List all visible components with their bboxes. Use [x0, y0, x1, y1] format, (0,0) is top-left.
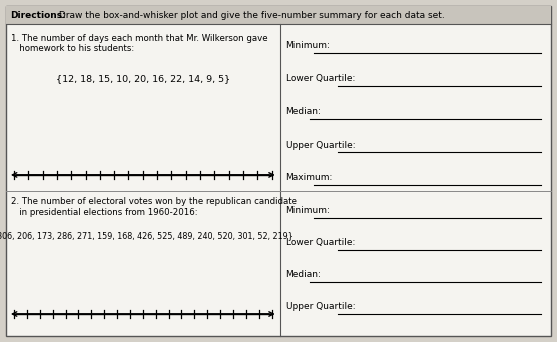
Text: 2. The number of electoral votes won by the republican candidate: 2. The number of electoral votes won by … — [11, 197, 297, 206]
Text: in presidential elections from 1960-2016:: in presidential elections from 1960-2016… — [11, 208, 198, 217]
Text: {12, 18, 15, 10, 20, 16, 22, 14, 9, 5}: {12, 18, 15, 10, 20, 16, 22, 14, 9, 5} — [56, 75, 230, 83]
Text: Maximum:: Maximum: — [286, 173, 333, 183]
Text: Upper Quartile:: Upper Quartile: — [286, 302, 355, 312]
Text: Median:: Median: — [286, 107, 321, 117]
Text: Upper Quartile:: Upper Quartile: — [286, 141, 355, 149]
Text: Lower Quartile:: Lower Quartile: — [286, 238, 355, 247]
Text: homework to his students:: homework to his students: — [11, 44, 134, 53]
Text: Minimum:: Minimum: — [286, 207, 330, 215]
Text: 1. The number of days each month that Mr. Wilkerson gave: 1. The number of days each month that Mr… — [11, 34, 267, 43]
Text: Minimum:: Minimum: — [286, 41, 330, 51]
Bar — [6, 6, 551, 24]
Text: {306, 206, 173, 286, 271, 159, 168, 426, 525, 489, 240, 520, 301, 52, 219}: {306, 206, 173, 286, 271, 159, 168, 426,… — [0, 232, 293, 240]
Text: Draw the box-and-whisker plot and give the five-number summary for each data set: Draw the box-and-whisker plot and give t… — [56, 11, 444, 19]
Text: Median:: Median: — [286, 271, 321, 279]
Text: Directions:: Directions: — [10, 11, 66, 19]
Text: Lower Quartile:: Lower Quartile: — [286, 75, 355, 83]
